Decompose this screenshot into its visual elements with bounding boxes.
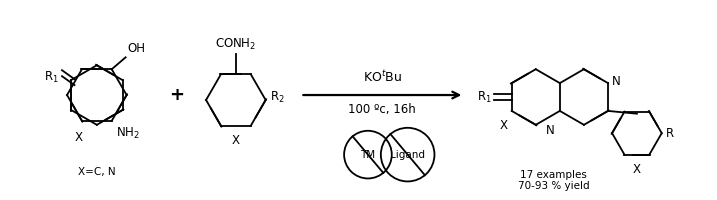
Text: X: X [500, 119, 508, 132]
Text: +: + [168, 86, 184, 104]
Text: CONH$_2$: CONH$_2$ [215, 37, 257, 52]
Text: X=C, N: X=C, N [78, 167, 115, 177]
Text: OH: OH [128, 42, 146, 55]
Text: KO$^t$Bu: KO$^t$Bu [363, 70, 402, 85]
Text: 100 ºc, 16h: 100 ºc, 16h [348, 103, 416, 116]
Text: N: N [546, 124, 554, 137]
Text: 17 examples: 17 examples [521, 170, 587, 180]
Text: R: R [665, 127, 674, 140]
Text: X: X [75, 131, 83, 144]
Text: 70-93 % yield: 70-93 % yield [518, 181, 589, 191]
Text: $\mathregular{R_1}$: $\mathregular{R_1}$ [44, 70, 59, 85]
Text: X: X [633, 163, 641, 176]
Text: Ligand: Ligand [390, 150, 425, 160]
Text: N: N [612, 75, 621, 88]
Text: X: X [232, 134, 240, 147]
Text: $\mathregular{NH_2}$: $\mathregular{NH_2}$ [115, 126, 140, 141]
Text: TM: TM [361, 150, 376, 160]
Text: $\mathregular{R_1}$: $\mathregular{R_1}$ [477, 89, 492, 105]
Text: $\mathregular{R_2}$: $\mathregular{R_2}$ [270, 89, 285, 105]
